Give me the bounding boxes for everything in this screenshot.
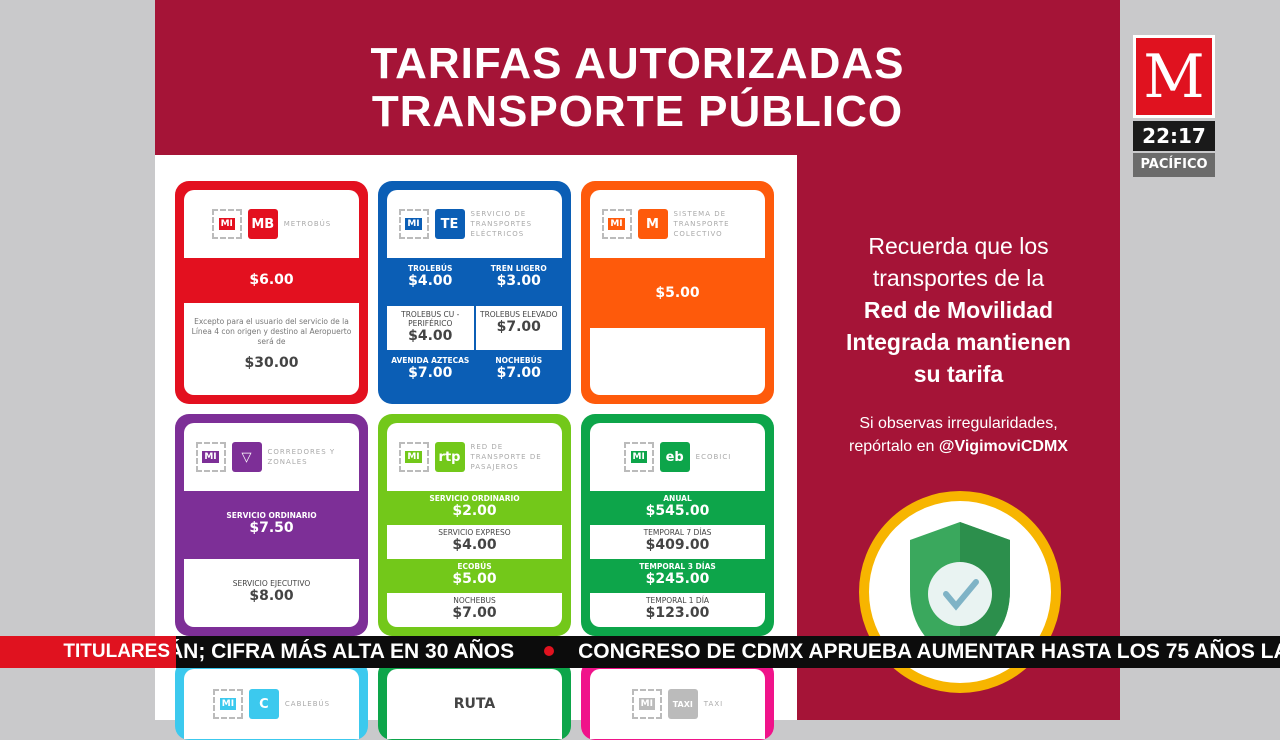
note-text: Excepto para el usuario del servicio de … [191, 317, 352, 346]
fare-trolebus: TROLEBÚS $4.00 [408, 264, 453, 289]
card-rtp: MI rtp RED DE TRANSPORTE DE PASAJEROS SERV… [378, 414, 571, 636]
note-price: $30.00 [244, 355, 299, 371]
reminder-bold: Integrada mantienen [846, 329, 1071, 355]
metrobus-price: $6.00 [249, 272, 294, 288]
card-ecobici: MI eb ECOBICI ANUAL $545.00 TEMPORAL 7 DÍAS… [581, 414, 774, 636]
fare-ordinario: SERVICIO ORDINARIO $2.00 [429, 494, 520, 519]
card-metrobus: MI MB METROBÚS $6.00 Excepto para el usuar… [175, 181, 368, 404]
card-taxi: MI TAXI TAXI [581, 660, 774, 740]
report-text: Si observas irregularidades, repórtalo e… [797, 412, 1120, 458]
fare-7-dias: TEMPORAL 7 DÍAS $409.00 [590, 525, 765, 559]
metro-icon: M [637, 209, 668, 239]
taxi-logo: MI TAXI TAXI [590, 669, 765, 739]
metro-price: $5.00 [655, 285, 700, 301]
title-line-1: TARIFAS AUTORIZADAS [370, 39, 905, 88]
ecobici-icon: eb [659, 442, 690, 472]
ticker-label: TITULARES [0, 636, 176, 668]
reminder-text: Recuerda que los transportes de la Red d… [797, 230, 1120, 390]
card-ste: MI TE SERVICIO DE TRANSPORTES ELÉCTRICOS T… [378, 181, 571, 404]
card-metro: MI M SISTEMA DE TRANSPORTE COLECTIVO $5.00 [581, 181, 774, 404]
fare-1-dia: TEMPORAL 1 DÍA $123.00 [590, 593, 765, 627]
brand-name: METROBÚS [283, 220, 332, 228]
brand-name: TAXI [703, 700, 724, 708]
brand-name: CORREDORES Y ZONALES [267, 448, 336, 466]
metrobus-icon: MB [247, 209, 278, 239]
card-cablebus: MI C CABLEBÚS [175, 660, 368, 740]
report-line: Si observas irregularidades, [859, 415, 1058, 432]
cdmx-mi-icon: MI [623, 442, 654, 472]
brand-name: RED DE TRANSPORTE DE PASAJEROS [470, 443, 542, 471]
ticker-item: CONGRESO DE CDMX APRUEBA AUMENTAR HASTA … [578, 640, 1280, 663]
cdmx-mi-icon: MI [211, 209, 242, 239]
cdmx-mi-icon: MI [398, 209, 429, 239]
ecobici-logo: MI eb ECOBICI [590, 423, 765, 491]
ste-fares: TROLEBÚS $4.00 TREN LIGERO $3.00 TROLEBUS … [387, 260, 562, 396]
time-zone: PACÍFICO [1133, 153, 1215, 177]
brand-name: CABLEBÚS [284, 700, 331, 708]
fare-nochebus: NOCHEBUS $7.00 [387, 593, 562, 627]
corredores-logo: MI ▽ CORREDORES Y ZONALES [184, 423, 359, 491]
cdmx-mi-icon: MI [601, 209, 632, 239]
fare-trolebus-cu: TROLEBUS CU - PERIFÉRICO $4.00 [387, 306, 474, 350]
report-handle: @VigimoviCDMX [938, 438, 1068, 455]
cdmx-mi-icon: MI [195, 442, 226, 472]
news-ticker: ÁN; CIFRA MÁS ALTA EN 30 AÑOS CONGRESO DE… [0, 636, 1280, 668]
fare-ejecutivo: SERVICIO EJECUTIVO $8.00 [184, 559, 359, 627]
ste-icon: TE [434, 209, 465, 239]
separator-dot [544, 646, 555, 656]
cdmx-mi-icon: MI [212, 689, 243, 719]
metro-blank [590, 328, 765, 395]
ticker-item: ÁN; CIFRA MÁS ALTA EN 30 AÑOS [168, 640, 515, 663]
ticker-text: ÁN; CIFRA MÁS ALTA EN 30 AÑOS CONGRESO DE… [168, 636, 1280, 668]
cablebus-logo: MI C CABLEBÚS [184, 669, 359, 739]
fare-ecobus: ECOBÚS $5.00 [452, 562, 497, 587]
shield-check-icon [859, 491, 1061, 693]
reminder-bold: Red de Movilidad [863, 297, 1054, 323]
fare-ordinario: SERVICIO ORDINARIO $7.50 [226, 511, 317, 536]
metrobus-logo: MI MB METROBÚS [184, 190, 359, 258]
fare-avenida-aztecas: AVENIDA AZTECAS $7.00 [391, 356, 470, 381]
rtp-logo: MI rtp RED DE TRANSPORTE DE PASAJEROS [387, 423, 562, 491]
fare-expreso: SERVICIO EXPRESO $4.00 [387, 525, 562, 559]
corredores-icon: ▽ [231, 442, 262, 472]
ste-logo: MI TE SERVICIO DE TRANSPORTES ELÉCTRICOS [387, 190, 562, 258]
brand-name: ECOBICI [695, 453, 732, 461]
metrobus-note: Excepto para el usuario del servicio de … [184, 303, 359, 395]
fare-3-dias: TEMPORAL 3 DÍAS $245.00 [639, 562, 716, 587]
brand-name: SERVICIO DE TRANSPORTES ELÉCTRICOS [470, 210, 533, 238]
report-line: repórtalo en [849, 438, 939, 455]
rtp-icon: rtp [434, 442, 465, 472]
fare-anual: ANUAL $545.00 [645, 494, 710, 519]
card-ruta: RUTA [378, 660, 571, 740]
metro-logo: MI M SISTEMA DE TRANSPORTE COLECTIVO [590, 190, 765, 258]
reminder-line: Recuerda que los [868, 233, 1049, 259]
cdmx-mi-icon: MI [631, 689, 662, 719]
reminder-line: transportes de la [872, 265, 1045, 291]
cablebus-icon: C [248, 689, 279, 719]
taxi-icon: TAXI [667, 689, 698, 719]
card-corredores: MI ▽ CORREDORES Y ZONALES SERVICIO ORDINAR… [175, 414, 368, 636]
fare-nochebus: NOCHEBÚS $7.00 [495, 356, 543, 381]
milenio-logo: M [1133, 35, 1215, 118]
brand-name: SISTEMA DE TRANSPORTE COLECTIVO [673, 210, 730, 238]
reminder-bold: su tarifa [913, 361, 1004, 387]
page-title: TARIFAS AUTORIZADAS TRANSPORTE PÚBLICO [155, 40, 1120, 136]
fare-tren-ligero: TREN LIGERO $3.00 [490, 264, 547, 289]
cdmx-mi-icon: MI [398, 442, 429, 472]
title-line-2: TRANSPORTE PÚBLICO [371, 87, 904, 136]
clock: 22:17 [1133, 121, 1215, 151]
ruta-label: RUTA [387, 669, 562, 739]
fare-trolebus-elevado: TROLEBUS ELEVADO $7.00 [475, 306, 562, 350]
